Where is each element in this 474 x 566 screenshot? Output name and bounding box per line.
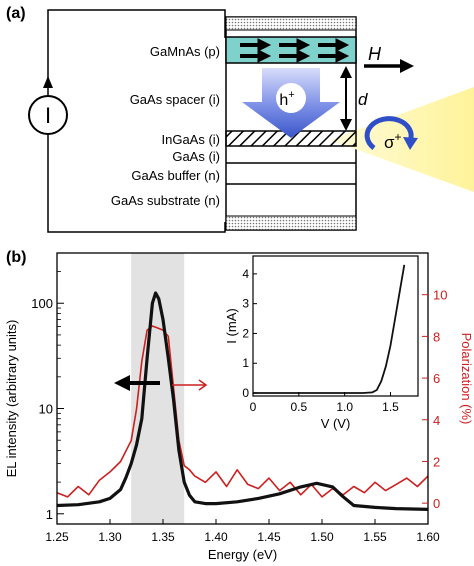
inset-x-tick-label: 0 bbox=[250, 400, 257, 414]
inset-y-tick-label: 0 bbox=[242, 386, 249, 400]
right-y-tick-label: 2 bbox=[433, 454, 440, 469]
current-source-icon bbox=[28, 95, 68, 135]
x-tick-label: 1.55 bbox=[363, 530, 387, 544]
gamnas-layer bbox=[225, 36, 357, 64]
main-axes-frame bbox=[56, 252, 429, 525]
right-y-tick-label: 6 bbox=[433, 371, 440, 386]
right-y-tick-label: 10 bbox=[433, 288, 447, 303]
left-axis-indicator-head bbox=[114, 375, 130, 391]
distance-arrow-head-down bbox=[340, 119, 352, 131]
x-tick-label: 1.35 bbox=[151, 530, 175, 544]
inset-axes-frame bbox=[252, 255, 419, 397]
panel-b-label: (b) bbox=[6, 249, 26, 266]
x-tick-label: 1.45 bbox=[257, 530, 281, 544]
layer-label-gamnas: GaMnAs (p) bbox=[150, 44, 220, 59]
panel-a: (a) I h+ d bbox=[6, 5, 474, 233]
x-tick-label: 1.25 bbox=[45, 530, 69, 544]
layer-label-ingaas: InGaAs (i) bbox=[161, 132, 220, 147]
polarization-circle-icon bbox=[364, 116, 414, 151]
el-intensity-series-line bbox=[56, 291, 429, 511]
right-y-tick-label: 8 bbox=[433, 329, 440, 344]
field-arrow-head bbox=[400, 59, 414, 73]
left-y-tick-label: 100 bbox=[31, 296, 53, 311]
x-tick-label: 1.40 bbox=[204, 530, 228, 544]
sigma-label: σ+ bbox=[384, 130, 402, 152]
layer-label-spacer: GaAs spacer (i) bbox=[130, 92, 220, 107]
inset-y-axis-label: I (mA) bbox=[224, 308, 239, 343]
right-axis-indicator-head bbox=[198, 379, 208, 391]
inset-x-axis-label: V (V) bbox=[321, 416, 351, 431]
x-axis-label: Energy (eV) bbox=[208, 547, 277, 562]
distance-arrow-head-up bbox=[340, 66, 352, 78]
hole-circle bbox=[276, 83, 306, 113]
current-direction-arrow bbox=[43, 76, 53, 88]
field-label: H bbox=[368, 44, 382, 64]
panel-a-label: (a) bbox=[6, 5, 26, 22]
panel-b: (b) 1.25 1.30 1.35 1.40 1.45 1.50 1.55 1.60 110… bbox=[4, 249, 474, 562]
top-contact bbox=[225, 16, 357, 31]
layer-label-substrate: GaAs substrate (n) bbox=[111, 193, 220, 208]
emitted-light-cone bbox=[330, 87, 474, 192]
left-y-tick-label: 10 bbox=[39, 402, 53, 417]
right-y-tick-label: 0 bbox=[433, 496, 440, 511]
bottom-contact bbox=[225, 215, 357, 231]
inset-x-tick-label: 1.5 bbox=[382, 400, 399, 414]
current-source-symbol: I bbox=[45, 103, 51, 128]
x-tick-label: 1.30 bbox=[98, 530, 122, 544]
iv-series-line bbox=[253, 264, 406, 394]
hole-label: h+ bbox=[279, 89, 294, 109]
left-y-axis-label: EL intensity (arbitrary units) bbox=[4, 320, 19, 478]
x-tick-label: 1.60 bbox=[416, 530, 440, 544]
distance-label: d bbox=[358, 90, 368, 109]
layer-label-gaas: GaAs (i) bbox=[172, 149, 220, 164]
right-y-tick-label: 4 bbox=[433, 413, 440, 428]
x-tick-label: 1.50 bbox=[310, 530, 334, 544]
inset-y-tick-label: 1 bbox=[242, 356, 249, 370]
el-chart: 1.25 1.30 1.35 1.40 1.45 1.50 1.55 1.60 110100 … bbox=[4, 252, 474, 562]
inset-y-tick-label: 3 bbox=[242, 297, 249, 311]
polarization-series-line bbox=[56, 325, 429, 498]
circuit-wire-top bbox=[47, 9, 226, 95]
circuit-wire-bottom bbox=[47, 135, 226, 233]
left-y-tick-label: 1 bbox=[46, 507, 53, 522]
right-y-axis-label: Polarization (%) bbox=[459, 333, 474, 425]
inset-x-tick-label: 1.0 bbox=[336, 400, 353, 414]
iv-inset-chart: 0 0.5 1.0 1.5 0 1 2 3 4 V (V) I (mA) bbox=[224, 255, 419, 431]
inset-y-tick-label: 2 bbox=[242, 326, 249, 340]
magnetization-arrows bbox=[240, 38, 350, 63]
inset-y-tick-label: 4 bbox=[242, 267, 249, 281]
layer-label-buffer: GaAs buffer (n) bbox=[131, 168, 220, 183]
inset-background bbox=[253, 256, 418, 396]
inset-x-tick-label: 0.5 bbox=[290, 400, 307, 414]
polarization-arrow-head bbox=[403, 137, 418, 150]
